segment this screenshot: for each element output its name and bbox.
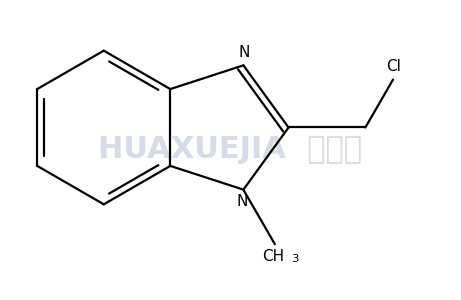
Text: 3: 3 [291, 254, 298, 265]
Text: CH: CH [262, 249, 284, 264]
Text: N: N [236, 194, 248, 209]
Text: Cl: Cl [387, 59, 402, 74]
Text: HUAXUEJIA  化学加: HUAXUEJIA 化学加 [99, 136, 362, 164]
Text: N: N [239, 45, 250, 60]
